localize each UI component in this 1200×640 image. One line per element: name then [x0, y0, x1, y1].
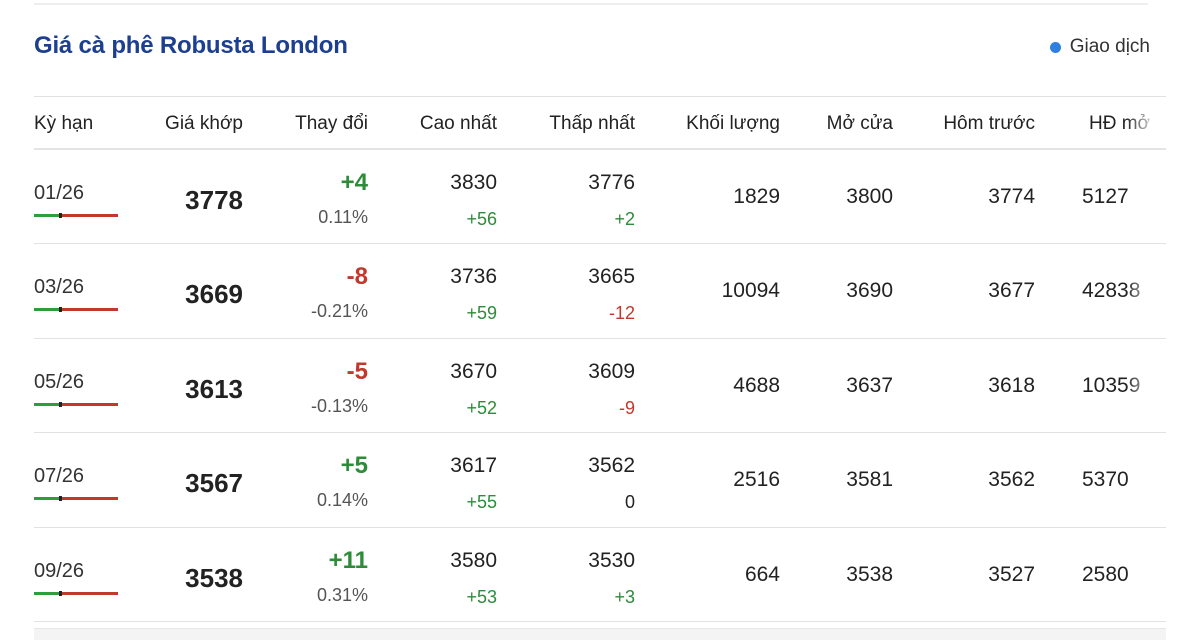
- price-range-bar: [34, 307, 118, 313]
- legend-dot-icon: [1049, 41, 1061, 53]
- volume-value: 10094: [721, 279, 780, 303]
- low-value: 3530: [588, 548, 635, 572]
- high-value: 3830: [450, 171, 497, 194]
- matched-price: 3669: [185, 279, 243, 310]
- matched-price: 3613: [185, 373, 243, 404]
- volume-value: 1829: [733, 185, 780, 208]
- price-range-bar: [34, 590, 118, 596]
- prev-close-value: 3618: [988, 373, 1035, 397]
- low-change: +2: [614, 209, 635, 229]
- low-change: -9: [618, 397, 635, 418]
- col-change[interactable]: Thay đổi: [295, 113, 368, 134]
- bottom-bar: [34, 628, 1166, 640]
- table-row[interactable]: 03/26 3669 -8 -0.21% 3736 +59 3665 -12 1…: [34, 244, 1166, 339]
- futures-table: Kỳ hạn Giá khớp Thay đổi Cao nhất Thấp n…: [34, 96, 1166, 622]
- high-value: 3670: [450, 359, 497, 383]
- col-term[interactable]: Kỳ hạn: [34, 113, 94, 134]
- matched-price: 3567: [185, 468, 243, 499]
- change-percent: 0.11%: [318, 207, 368, 227]
- open-value: 3538: [846, 562, 893, 586]
- table-row[interactable]: 05/26 3613 -5 -0.13% 3670 +52 3609 -9 46…: [34, 338, 1166, 434]
- open-interest-value: 5370: [1082, 468, 1129, 492]
- term-label[interactable]: 09/26: [34, 559, 85, 582]
- table-row[interactable]: 01/26 3778 +4 0.11% 3830 +56 3776 +2 182…: [34, 150, 1166, 245]
- high-value: 3617: [450, 454, 497, 478]
- matched-price: 3778: [185, 185, 243, 215]
- row-fade: [1126, 150, 1166, 244]
- col-open[interactable]: Mở cửa: [826, 113, 893, 134]
- volume-value: 664: [744, 562, 780, 586]
- prev-close-value: 3527: [988, 562, 1035, 586]
- high-change: +53: [466, 586, 497, 607]
- high-value: 3580: [450, 548, 497, 572]
- change-value: +4: [340, 169, 368, 196]
- col-volume[interactable]: Khối lượng: [686, 113, 780, 134]
- price-range-bar: [34, 213, 118, 218]
- col-high[interactable]: Cao nhất: [419, 113, 497, 134]
- prev-close-value: 3677: [988, 279, 1035, 303]
- change-value: +11: [328, 546, 368, 574]
- col-price[interactable]: Giá khớp: [165, 113, 243, 134]
- open-interest-value: 5127: [1082, 185, 1129, 208]
- term-label[interactable]: 07/26: [34, 465, 85, 488]
- top-divider: [34, 3, 1148, 5]
- table-header: Kỳ hạn Giá khớp Thay đổi Cao nhất Thấp n…: [34, 96, 1166, 150]
- open-value: 3690: [846, 279, 893, 303]
- col-prev[interactable]: Hôm trước: [943, 113, 1035, 134]
- row-fade: [1126, 527, 1166, 621]
- legend: Giao dịch: [1049, 36, 1150, 58]
- page-title: Giá cà phê Robusta London: [34, 32, 348, 59]
- price-range-bar: [34, 401, 118, 407]
- open-interest-value: 10359: [1082, 373, 1141, 397]
- high-change: +59: [466, 303, 497, 324]
- change-value: +5: [340, 452, 368, 480]
- matched-price: 3538: [185, 562, 243, 593]
- low-change: +3: [614, 586, 635, 607]
- volume-value: 2516: [733, 468, 780, 492]
- price-range-bar: [34, 496, 118, 502]
- open-interest-value: 42838: [1082, 279, 1141, 303]
- prev-close-value: 3562: [988, 468, 1035, 492]
- change-value: -5: [346, 357, 368, 385]
- col-low[interactable]: Thấp nhất: [549, 113, 635, 134]
- low-value: 3665: [588, 265, 635, 289]
- card-header: Giá cà phê Robusta London Giao dịch: [34, 30, 1150, 70]
- legend-label: Giao dịch: [1069, 36, 1150, 57]
- open-value: 3637: [846, 373, 893, 397]
- change-percent: 0.14%: [316, 490, 368, 511]
- high-change: +52: [466, 397, 497, 418]
- high-change: +56: [466, 209, 497, 229]
- high-change: +55: [466, 492, 497, 513]
- col-oi[interactable]: HĐ mở: [1089, 113, 1151, 134]
- low-value: 3776: [588, 171, 635, 194]
- volume-value: 4688: [733, 373, 780, 397]
- term-label[interactable]: 05/26: [34, 370, 85, 393]
- open-value: 3581: [846, 468, 893, 492]
- row-fade: [1126, 433, 1166, 527]
- open-value: 3800: [846, 185, 893, 208]
- high-value: 3736: [450, 265, 497, 289]
- change-percent: -0.21%: [310, 301, 368, 322]
- low-change: 0: [624, 492, 635, 513]
- low-value: 3609: [588, 359, 635, 383]
- table-row[interactable]: 09/26 3538 +11 0.31% 3580 +53 3530 +3 66…: [34, 527, 1166, 622]
- low-value: 3562: [588, 454, 635, 478]
- change-percent: -0.13%: [310, 395, 368, 416]
- open-interest-value: 2580: [1082, 562, 1129, 586]
- term-label[interactable]: 01/26: [34, 182, 85, 204]
- term-label[interactable]: 03/26: [34, 276, 85, 299]
- low-change: -12: [608, 303, 635, 324]
- prev-close-value: 3774: [988, 185, 1035, 208]
- change-value: -8: [346, 263, 368, 291]
- change-percent: 0.31%: [316, 584, 368, 605]
- table-row[interactable]: 07/26 3567 +5 0.14% 3617 +55 3562 0 2516…: [34, 433, 1166, 528]
